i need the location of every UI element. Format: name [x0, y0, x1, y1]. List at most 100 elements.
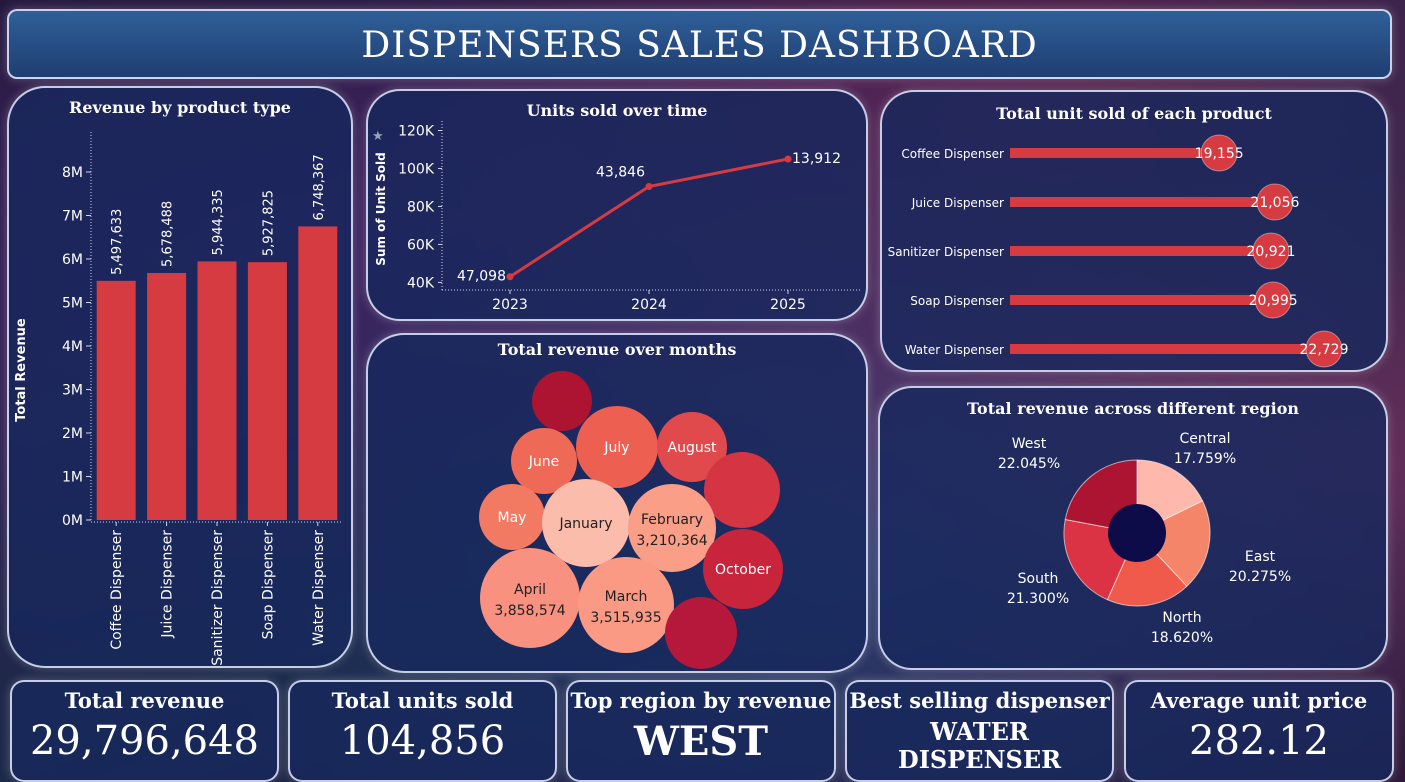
revenue-by-product-chart: 0M 1M 2M 3M 4M 5M 6M 7M 8M Total Revenue 5,497,633… — [14, 132, 343, 666]
kpi-top-region: Top region by revenue WEST — [566, 680, 836, 782]
product-label: Sanitizer Dispenser — [888, 245, 1004, 259]
unit-bubble — [1252, 232, 1290, 270]
unit-bar — [1010, 148, 1206, 158]
unit-value-label: 20,995 — [1249, 293, 1298, 309]
month-label: May — [498, 510, 527, 526]
unit-bar — [1010, 344, 1310, 354]
y-tick-label: 60K — [407, 237, 435, 253]
unit-value-label: 19,155 — [1195, 146, 1244, 162]
product-label: Coffee Dispenser — [901, 147, 1004, 161]
month-label: March — [605, 589, 648, 605]
y-tick-label: 100K — [398, 161, 435, 177]
y-tick-label: 0M — [62, 513, 83, 529]
revenue-by-region-title: Total revenue across different region — [966, 399, 1299, 418]
units-over-time-chart: ★ 40K 60K 80K 100K 120K Sum of Unit Sold 47,098… — [372, 121, 860, 313]
region-slice — [1136, 500, 1211, 588]
month-bubble — [479, 484, 545, 550]
month-label: October — [715, 562, 771, 578]
region-pct-label: 21.300% — [1007, 591, 1069, 607]
units-point — [506, 273, 514, 281]
month-value: 3,210,364 — [636, 533, 707, 549]
month-label: January — [558, 516, 612, 532]
month-label: February — [641, 512, 703, 528]
y-tick-label: 3M — [62, 383, 83, 399]
revenue-over-months-panel: Total revenue over months June July August… — [366, 333, 868, 673]
kpi-total-units: Total units sold 104,856 — [288, 680, 557, 782]
x-tick-label: 2025 — [770, 297, 806, 313]
kpi-value: WEST — [633, 718, 769, 765]
month-label: August — [668, 440, 718, 456]
month-value: 3,858,574 — [494, 603, 565, 619]
kpi-label: Average unit price — [1150, 688, 1368, 713]
region-label: South — [1018, 571, 1059, 587]
y-axis-label: Sum of Unit Sold — [374, 152, 388, 265]
point-label: 43,846 — [596, 165, 645, 181]
kpi-label: Total revenue — [64, 688, 225, 713]
x-tick-label: Sanitizer Dispenser — [210, 530, 226, 666]
unit-bubble — [1254, 281, 1292, 319]
kpi-value: 104,856 — [339, 718, 506, 764]
revenue-by-region-panel: Total revenue across different region Ce… — [878, 386, 1388, 670]
unit-bubble — [1256, 183, 1294, 221]
month-bubble — [703, 529, 783, 609]
point-label: 47,098 — [457, 269, 506, 285]
units-by-product-title: Total unit sold of each product — [996, 104, 1272, 123]
revenue-bar — [247, 262, 287, 520]
month-bubble — [480, 548, 580, 648]
month-bubble — [628, 484, 716, 572]
region-pct-label: 18.620% — [1151, 630, 1213, 646]
region-pct-label: 22.045% — [998, 456, 1060, 472]
region-label: Central — [1180, 431, 1231, 447]
units-by-product-chart: Coffee Dispenser 19,155 Juice Dispenser 21,… — [888, 134, 1349, 368]
kpi-value: 29,796,648 — [29, 718, 260, 764]
month-bubble — [542, 479, 630, 567]
kpi-label: Top region by revenue — [570, 688, 832, 713]
x-tick-label: Soap Dispenser — [260, 530, 276, 640]
region-label: East — [1245, 549, 1276, 565]
region-label: North — [1162, 610, 1201, 626]
bar-value-label: 5,497,633 — [110, 209, 125, 275]
region-pct-label: 20.275% — [1229, 569, 1291, 585]
month-bubble — [704, 452, 780, 528]
region-label: West — [1012, 436, 1047, 452]
unit-bubble — [1200, 134, 1238, 172]
x-tick-label: Water Dispenser — [311, 530, 327, 646]
product-label: Water Dispenser — [905, 343, 1004, 357]
kpi-value: WATER DISPENSER — [847, 718, 1112, 774]
y-tick-label: 120K — [398, 123, 435, 139]
month-label: July — [603, 440, 629, 456]
month-bubble — [665, 597, 737, 669]
y-tick-label: 4M — [62, 339, 83, 355]
unit-bar — [1010, 246, 1257, 256]
units-point — [645, 183, 653, 191]
unit-value-label: 20,921 — [1246, 244, 1295, 260]
bar-value-label: 5,927,825 — [261, 190, 276, 256]
revenue-bar — [96, 280, 136, 520]
bar-value-label: 5,678,488 — [161, 201, 176, 267]
bar-value-label: 6,748,367 — [312, 154, 327, 220]
dashboard-header: DISPENSERS SALES DASHBOARD — [7, 9, 1392, 79]
y-axis-label: Total Revenue — [14, 318, 29, 422]
x-tick-label: 2023 — [492, 297, 528, 313]
x-tick-label: Coffee Dispenser — [109, 530, 125, 650]
month-label: April — [514, 582, 546, 598]
units-point — [784, 155, 792, 163]
y-tick-label: 5M — [62, 296, 83, 312]
kpi-label: Best selling dispenser — [849, 688, 1110, 713]
unit-value-label: 22,729 — [1300, 342, 1349, 358]
revenue-bar — [147, 272, 187, 520]
y-tick-label: 8M — [62, 165, 83, 181]
y-tick-label: 6M — [62, 252, 83, 268]
y-tick-label: 40K — [407, 275, 435, 291]
kpi-best-selling: Best selling dispenser WATER DISPENSER — [845, 680, 1114, 782]
unit-bubble — [1305, 330, 1343, 368]
units-line — [509, 157, 789, 278]
revenue-over-months-title: Total revenue over months — [497, 340, 737, 359]
point-label: 13,912 — [792, 151, 841, 167]
units-by-product-panel: Total unit sold of each product Coffee D… — [880, 90, 1388, 372]
donut-center — [1108, 504, 1166, 562]
y-tick-label: 1M — [62, 470, 83, 486]
unit-value-label: 21,056 — [1250, 195, 1299, 211]
kpi-average-price: Average unit price 282.12 — [1124, 680, 1394, 782]
revenue-over-months-chart: June July August May January February 3,210,36… — [479, 371, 783, 669]
